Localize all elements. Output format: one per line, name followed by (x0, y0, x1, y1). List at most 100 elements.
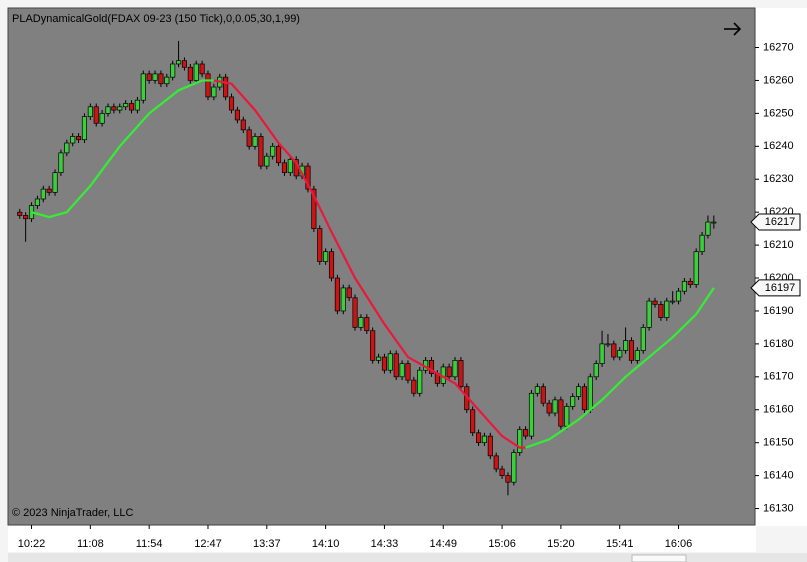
candle-body (305, 165, 311, 190)
candle-body (252, 136, 258, 147)
candle-body (358, 317, 364, 328)
candle-body (81, 116, 88, 141)
candle-body (111, 106, 117, 111)
candle-body (646, 300, 652, 328)
candle-body (593, 363, 599, 378)
candle-body (328, 251, 335, 279)
candle-body (246, 129, 252, 147)
candle-body (681, 280, 687, 292)
scrollbar-thumb[interactable] (631, 554, 687, 562)
candle-body (399, 363, 405, 378)
y-axis-area (756, 8, 807, 526)
candle-body (211, 86, 217, 98)
copyright: © 2023 NinjaTrader, LLC (12, 507, 133, 519)
x-tick-label: 15:41 (606, 538, 634, 550)
candle-body (317, 228, 323, 262)
x-tick-label: 10:22 (18, 538, 46, 550)
candle-body (93, 106, 99, 124)
x-tick-label: 12:47 (194, 538, 222, 550)
candle-body (140, 73, 146, 101)
indicator-price-marker-label: 16197 (765, 282, 796, 294)
candle-body (705, 221, 711, 236)
candle-body (199, 63, 205, 75)
y-tick-label: 16150 (763, 437, 794, 449)
candle-body (340, 287, 346, 312)
candle-body (87, 106, 93, 118)
candle-body (223, 76, 229, 98)
arrow-icon[interactable] (724, 22, 742, 36)
candle-body (458, 360, 464, 388)
indicator-line (213, 79, 526, 449)
candle-body (346, 287, 352, 299)
candle-body (687, 280, 693, 285)
candle-body (276, 145, 282, 164)
candle-body (699, 234, 705, 253)
candle-body (270, 145, 276, 157)
last-price-marker-label: 16217 (765, 216, 796, 228)
candle-body (146, 73, 152, 81)
candle-body (193, 63, 199, 81)
candle-body (628, 340, 635, 361)
y-tick-label: 16130 (763, 502, 794, 514)
candle-body (117, 106, 123, 111)
candle-body (558, 399, 564, 427)
candle-body (511, 452, 517, 483)
candle-body (493, 455, 499, 470)
x-tick-label: 11:54 (136, 538, 163, 550)
candle-body (658, 304, 664, 318)
candle-body (258, 136, 264, 167)
candle-body (234, 109, 240, 121)
candle-body (393, 353, 399, 378)
candle-body (334, 277, 340, 312)
candle-body (99, 113, 105, 124)
candle-body (517, 429, 523, 453)
candle-body (640, 327, 646, 351)
candle-body (46, 188, 52, 193)
candle-body (370, 330, 376, 361)
y-tick-label: 16250 (763, 107, 794, 119)
candle-body (652, 300, 658, 305)
marks (17, 40, 717, 496)
y-tick-label: 16140 (763, 470, 794, 482)
candle-body (187, 66, 193, 81)
candle-body (452, 360, 458, 378)
candle-body (17, 211, 23, 216)
candle-body (623, 340, 629, 351)
candle-body (570, 396, 576, 407)
indicator-line (31, 79, 214, 219)
y-tick-label: 16230 (763, 173, 794, 185)
y-tick-label: 16190 (763, 305, 794, 317)
candle-body (487, 435, 493, 457)
candle-body (446, 366, 452, 378)
candle-body (675, 290, 682, 302)
candle-body (364, 317, 370, 332)
candle-body (58, 152, 64, 173)
candle-body (128, 103, 135, 111)
candle-body (611, 343, 617, 358)
indicator-line (525, 287, 715, 449)
candle-body (575, 386, 582, 397)
candle-body (411, 379, 417, 394)
x-tick-label: 14:33 (371, 538, 399, 550)
candle-body (40, 188, 46, 200)
x-tick-label: 16:06 (665, 538, 693, 550)
candle-body (228, 96, 235, 111)
indicator-price-marker (750, 279, 801, 297)
candle-body (152, 73, 158, 81)
candle-body (587, 376, 593, 411)
candle-body (387, 353, 393, 371)
scrollbar[interactable] (8, 553, 807, 562)
candle-body (158, 73, 164, 85)
candle-body (376, 356, 382, 361)
y-tick-label: 16270 (763, 41, 794, 53)
y-tick-label: 16180 (763, 338, 794, 350)
candle-body (281, 162, 287, 173)
candle-body (599, 343, 605, 364)
x-axis-area (8, 526, 756, 552)
x-tick-label: 14:10 (312, 538, 340, 550)
candle-body (534, 386, 540, 394)
candle-body (546, 402, 552, 414)
candle-body (52, 172, 58, 193)
candle-body (70, 136, 76, 144)
